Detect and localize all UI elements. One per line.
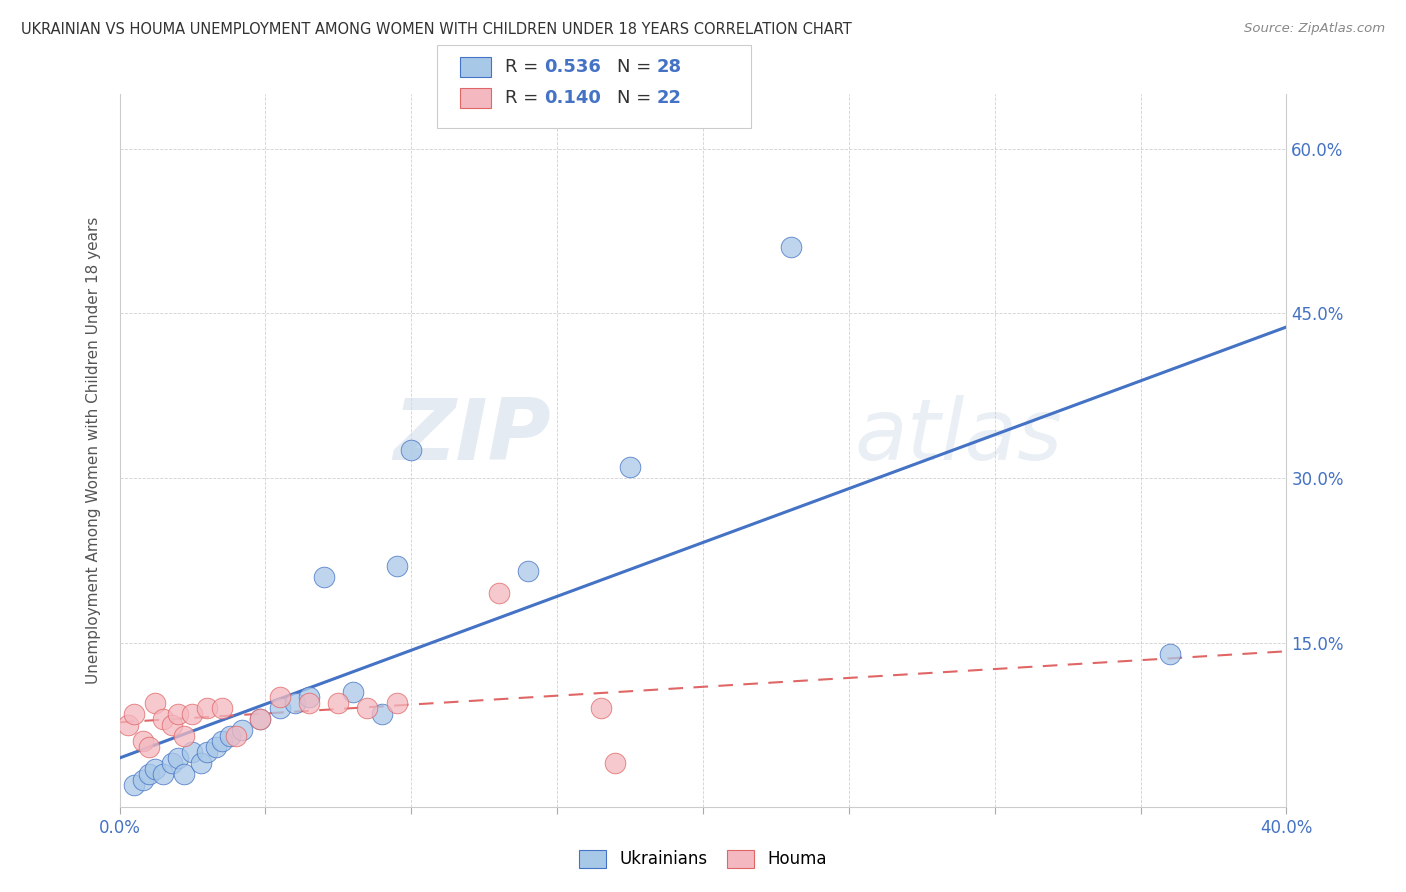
- Text: 28: 28: [657, 58, 682, 76]
- Point: [219, 729, 242, 743]
- Point: [269, 690, 291, 705]
- Point: [269, 701, 291, 715]
- Y-axis label: Unemployment Among Women with Children Under 18 years: Unemployment Among Women with Children U…: [86, 217, 101, 684]
- Text: 22: 22: [657, 89, 682, 107]
- Text: atlas: atlas: [855, 394, 1063, 478]
- Point: [190, 756, 212, 771]
- Text: 0.536: 0.536: [544, 58, 600, 76]
- Point: [181, 745, 204, 759]
- Point: [173, 767, 195, 781]
- Point: [605, 756, 627, 771]
- Text: N =: N =: [617, 89, 657, 107]
- Point: [298, 690, 321, 705]
- Point: [211, 701, 233, 715]
- Legend: Ukrainians, Houma: Ukrainians, Houma: [571, 841, 835, 877]
- Point: [342, 685, 364, 699]
- Point: [619, 459, 641, 474]
- Point: [356, 701, 378, 715]
- Text: R =: R =: [505, 58, 544, 76]
- Point: [283, 696, 307, 710]
- Text: R =: R =: [505, 89, 544, 107]
- Text: N =: N =: [617, 58, 657, 76]
- Point: [122, 706, 145, 721]
- Point: [328, 696, 350, 710]
- Point: [1159, 647, 1181, 661]
- Point: [122, 778, 145, 792]
- Point: [143, 696, 166, 710]
- Point: [152, 713, 174, 727]
- Point: [385, 558, 408, 573]
- Point: [160, 718, 183, 732]
- Point: [231, 723, 253, 738]
- Point: [312, 570, 335, 584]
- Point: [166, 751, 188, 765]
- Point: [204, 739, 226, 754]
- Point: [132, 734, 155, 748]
- Point: [517, 564, 540, 578]
- Text: UKRAINIAN VS HOUMA UNEMPLOYMENT AMONG WOMEN WITH CHILDREN UNDER 18 YEARS CORRELA: UKRAINIAN VS HOUMA UNEMPLOYMENT AMONG WO…: [21, 22, 852, 37]
- Point: [779, 240, 801, 254]
- Point: [488, 586, 510, 600]
- Point: [173, 729, 195, 743]
- Point: [249, 713, 271, 727]
- Point: [143, 762, 166, 776]
- Point: [225, 729, 247, 743]
- Point: [166, 706, 188, 721]
- Point: [117, 718, 139, 732]
- Point: [371, 706, 394, 721]
- Point: [160, 756, 183, 771]
- Point: [401, 443, 423, 458]
- Point: [589, 701, 612, 715]
- Point: [385, 696, 408, 710]
- Point: [181, 706, 204, 721]
- Point: [249, 713, 271, 727]
- Point: [298, 696, 321, 710]
- Point: [132, 772, 155, 787]
- Point: [138, 767, 160, 781]
- Point: [138, 739, 160, 754]
- Point: [211, 734, 233, 748]
- Text: ZIP: ZIP: [394, 394, 551, 478]
- Point: [195, 745, 218, 759]
- Point: [152, 767, 174, 781]
- Point: [195, 701, 218, 715]
- Text: 0.140: 0.140: [544, 89, 600, 107]
- Text: Source: ZipAtlas.com: Source: ZipAtlas.com: [1244, 22, 1385, 36]
